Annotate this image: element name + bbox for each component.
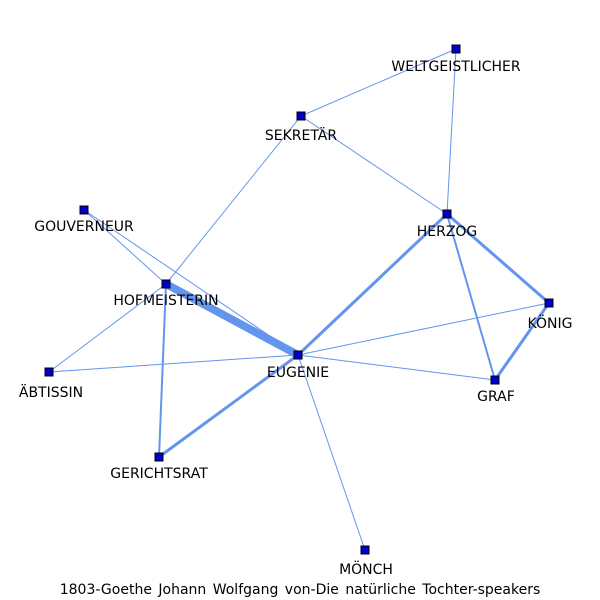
node-label-monch: MÖNCH: [339, 560, 393, 578]
node-herzog: [442, 209, 452, 219]
edge-eugenie-abtissin: [48, 354, 299, 373]
edge-gouverneur-hofmeisterin: [83, 209, 167, 285]
node-monch: [360, 545, 370, 555]
node-label-herzog: HERZOG: [417, 224, 478, 240]
node-hofmeisterin: [161, 279, 171, 289]
edge-hofmeisterin-abtissin: [48, 283, 167, 373]
node-gouverneur: [79, 205, 89, 215]
edge-herzog-graf: [446, 213, 496, 381]
edge-weltgeistlicher-sekretar: [300, 48, 457, 117]
node-label-gerichtsrat: GERICHTSRAT: [110, 466, 208, 482]
edge-herzog-eugenie: [296, 212, 449, 357]
edge-sekretar-herzog: [300, 115, 448, 215]
node-label-abtissin: ÄBTISSIN: [19, 383, 83, 401]
node-gerichtsrat: [154, 452, 164, 462]
edge-konig-eugenie: [297, 302, 550, 356]
node-label-gouverneur: GOUVERNEUR: [34, 219, 134, 235]
node-label-hofmeisterin: HOFMEISTERIN: [113, 293, 218, 309]
edge-hofmeisterin-gerichtsrat: [158, 283, 167, 458]
node-konig: [544, 298, 554, 308]
graph-edges: [48, 48, 551, 551]
node-sekretar: [296, 111, 306, 121]
node-graf: [490, 375, 500, 385]
edge-herzog-konig: [445, 212, 551, 305]
edge-hofmeisterin-eugenie: [162, 280, 302, 359]
node-label-konig: KÖNIG: [528, 314, 573, 332]
edge-konig-graf: [493, 301, 551, 382]
node-label-weltgeistlicher: WELTGEISTLICHER: [391, 59, 520, 75]
node-eugenie: [293, 350, 303, 360]
edge-eugenie-monch: [297, 354, 366, 551]
edge-sekretar-hofmeisterin: [165, 115, 302, 285]
edge-eugenie-gerichtsrat: [157, 353, 300, 459]
node-weltgeistlicher: [451, 44, 461, 54]
node-abtissin: [44, 367, 54, 377]
node-label-eugenie: EUGENIE: [267, 365, 329, 381]
edge-weltgeistlicher-herzog: [446, 48, 457, 215]
graph-caption: 1803-Goethe Johann Wolfgang von-Die natü…: [59, 582, 541, 598]
node-label-sekretar: SEKRETÄR: [265, 126, 338, 144]
node-label-graf: GRAF: [477, 389, 515, 405]
edge-eugenie-graf: [297, 354, 496, 381]
graph-labels: WELTGEISTLICHER SEKRETÄR GOUVERNEUR HERZOG H…: [19, 59, 573, 578]
graph-nodes: [44, 44, 554, 555]
edge-gouverneur-eugenie: [83, 209, 299, 356]
